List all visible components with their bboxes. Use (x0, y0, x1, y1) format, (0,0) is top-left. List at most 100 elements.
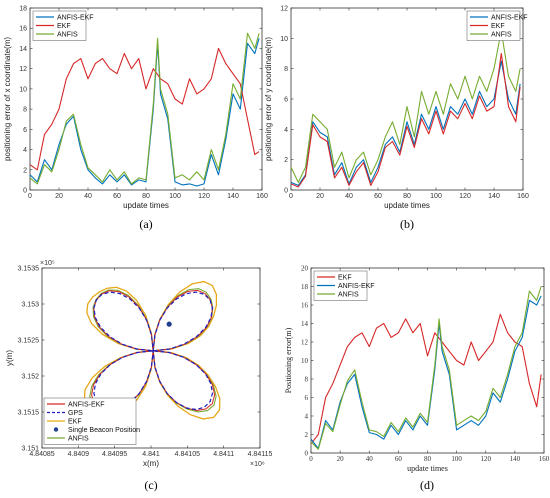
x-tick-label: 40 (84, 193, 92, 200)
x-tick-label: 120 (198, 193, 210, 200)
series-line-anfis (29, 32, 260, 185)
x-tick-label: 0 (28, 193, 32, 200)
y-tick-label: 16 (19, 26, 27, 33)
x-tick-label: 80 (424, 455, 432, 463)
figure-caption: (c) (144, 478, 157, 492)
single-beacon-marker (166, 321, 172, 327)
x-tick-label: 120 (459, 193, 471, 200)
x-tick-label: 20 (337, 455, 345, 463)
y-tick-label: 6 (284, 97, 288, 104)
y-tick-label: 10 (280, 36, 288, 43)
x-tick-label: 4.84105 (175, 451, 200, 458)
y-tick-label: 2 (305, 431, 309, 439)
figure-caption: (d) (420, 478, 434, 492)
y-tick-label: 3.152 (21, 374, 39, 381)
y-tick-label: 3.153 (21, 302, 39, 309)
series-line-ekf (310, 313, 542, 445)
y-tick-label: 10 (19, 86, 27, 93)
y-tick-label: 10 (301, 357, 309, 365)
legend-marker-single-beacon-position (53, 427, 59, 432)
legend-label: ANFIS-EKF (68, 401, 105, 408)
x-tick-label: 0 (289, 193, 293, 200)
x-axis-label: update times (123, 201, 169, 210)
trajectory-gps (93, 291, 214, 411)
x-axis-label: update times (384, 201, 430, 210)
y-tick-label: 0 (23, 188, 27, 195)
x-tick-label: 160 (517, 193, 529, 200)
series-line-anfis (290, 30, 521, 183)
y-tick-label: 12 (301, 339, 309, 347)
y-tick-label: 8 (305, 376, 309, 384)
x-tick-label: 40 (366, 455, 374, 463)
legend-box (466, 10, 521, 41)
x-tick-label: 140 (227, 193, 239, 200)
x-tick-label: 0 (309, 455, 313, 463)
y-multiplier: ×10⁵ (40, 260, 55, 267)
chart-c: 4.84085 4.8409 4.84095 4.841 4.84105 4.8411 4.… (5, 260, 272, 492)
legend-label: ANFIS-EKF (338, 283, 375, 290)
x-tick-label: 4.84115 (248, 451, 273, 458)
legend-label: EKF (68, 418, 82, 425)
x-tick-label: 4.84085 (29, 451, 54, 458)
x-tick-label: 140 (488, 193, 500, 200)
y-tick-label: 3.1515 (18, 410, 40, 417)
y-tick-label: 14 (301, 320, 309, 328)
figure-caption: (b) (400, 217, 414, 231)
y-tick-label: 18 (301, 283, 309, 291)
legend-label: EKF (57, 23, 71, 30)
y-tick-label: 14 (19, 46, 27, 53)
legend-label: ANFIS-EKF (57, 14, 94, 21)
x-tick-label: 60 (113, 193, 121, 200)
x-multiplier: ×10⁶ (250, 461, 265, 468)
chart-a: 0 20 40 60 80 100 120 140 160 0 2 4 6 8 10 12 14 16 18 upda… (3, 6, 268, 232)
y-axis-label: y(m) (5, 350, 14, 366)
chart-d: 0 20 40 60 80 100 120 140 160 0 2 4 6 8 10 12 14 16 18 20 up… (284, 265, 550, 493)
y-axis-label: positioning error of x coordinate(m) (3, 37, 12, 161)
y-axis-label: positioning error of y coordinate(m) (264, 37, 273, 161)
x-tick-label: 4.841 (142, 451, 160, 458)
legend-label: ANFIS (68, 435, 89, 442)
chart-b: 0 20 40 60 80 100 120 140 160 0 2 4 6 8 10 12 update tim… (264, 6, 529, 232)
x-tick-label: 100 (169, 193, 181, 200)
x-tick-label: 140 (510, 455, 521, 463)
y-tick-label: 2 (284, 157, 288, 164)
y-tick-label: 4 (305, 413, 309, 421)
y-tick-label: 4 (23, 147, 27, 154)
legend-label: EKF (491, 23, 505, 30)
y-tick-label: 0 (284, 188, 288, 195)
y-tick-label: 4 (284, 127, 288, 134)
legend-label: ANFIS (338, 291, 359, 298)
x-axis-label: x(m) (143, 459, 159, 468)
x-tick-label: 4.8409 (68, 451, 90, 458)
legend-label: EKF (338, 274, 352, 281)
x-tick-label: 4.8411 (213, 451, 234, 458)
series-line-ekf (290, 52, 521, 188)
y-tick-label: 12 (19, 66, 27, 73)
x-tick-label: 20 (316, 193, 324, 200)
x-tick-label: 20 (55, 193, 63, 200)
x-tick-label: 80 (403, 193, 411, 200)
series-line-ekf (29, 47, 260, 171)
y-tick-label: 0 (305, 450, 309, 458)
figure-caption: (a) (139, 217, 152, 231)
x-tick-label: 60 (374, 193, 382, 200)
x-tick-label: 120 (481, 455, 492, 463)
x-tick-label: 160 (256, 193, 268, 200)
legend-label: GPS (68, 410, 83, 417)
y-tick-label: 2 (23, 167, 27, 174)
y-tick-label: 3.1525 (18, 338, 40, 345)
x-tick-label: 80 (142, 193, 150, 200)
legend-label: Single Beacon Position (68, 427, 140, 434)
y-tick-label: 20 (301, 265, 309, 273)
series-line-anfis-ekf (310, 295, 542, 449)
legend-label: ANFIS (57, 31, 78, 38)
x-tick-label: 160 (539, 455, 550, 463)
y-axis-label: Positioning error(m) (284, 327, 293, 393)
y-tick-label: 8 (284, 66, 288, 73)
x-tick-label: 100 (451, 455, 462, 463)
